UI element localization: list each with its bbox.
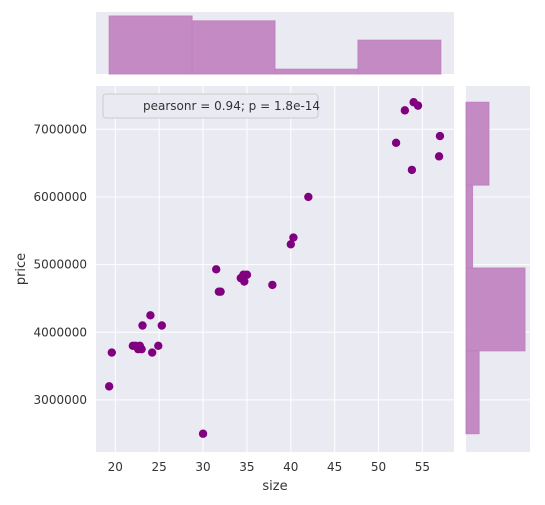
data-point: [240, 277, 249, 286]
y-tick-label: 4000000: [34, 325, 87, 339]
right-histogram-bar: [465, 101, 490, 186]
right-histogram-bar: [465, 350, 480, 435]
data-point: [289, 233, 298, 242]
x-tick-label: 40: [283, 460, 298, 474]
y-tick-label: 5000000: [34, 258, 87, 272]
data-point: [154, 341, 163, 350]
data-point: [157, 321, 167, 330]
data-point: [391, 138, 401, 148]
data-point: [407, 165, 417, 175]
x-tick-label: 50: [371, 460, 386, 474]
x-tick-labels: 20 25 30 35 40 45 50 55: [108, 460, 430, 474]
y-tick-label: 3000000: [34, 393, 87, 407]
data-point: [286, 240, 295, 249]
y-tick-labels: 3000000 4000000 5000000 6000000 7000000: [34, 122, 87, 407]
data-point: [216, 287, 225, 296]
scatter-points: [104, 98, 445, 438]
y-tick-label: 7000000: [34, 122, 87, 136]
top-histogram: [108, 15, 442, 75]
data-point: [434, 152, 444, 161]
grid-lines: [96, 86, 454, 452]
x-tick-label: 20: [108, 460, 123, 474]
data-point: [146, 311, 155, 320]
y-axis-label: price: [14, 253, 29, 285]
right-histogram-bar: [465, 267, 526, 352]
x-tick-label: 35: [239, 460, 254, 474]
data-point: [413, 101, 423, 110]
x-tick-label: 30: [195, 460, 210, 474]
x-axis-label: size: [262, 479, 287, 494]
data-point: [242, 270, 252, 279]
right-histogram-bar: [465, 184, 474, 269]
legend-text: pearsonr = 0.94; p = 1.8e-14: [143, 99, 320, 113]
data-point: [138, 321, 147, 330]
top-histogram-bar: [191, 20, 276, 75]
data-point: [147, 348, 157, 357]
data-point: [137, 344, 146, 354]
top-histogram-bar: [274, 68, 359, 75]
data-point: [435, 131, 445, 141]
top-histogram-bar: [108, 15, 193, 75]
data-point: [400, 106, 410, 115]
legend-box: [102, 93, 319, 119]
data-point: [212, 265, 221, 274]
y-tick-label: 6000000: [34, 190, 87, 204]
x-tick-label: 55: [415, 460, 430, 474]
legend: pearsonr = 0.94; p = 1.8e-14: [102, 93, 320, 119]
right-histogram: [465, 101, 526, 435]
x-tick-label: 45: [327, 460, 342, 474]
data-point: [198, 429, 208, 438]
data-point: [304, 192, 313, 202]
data-point: [107, 348, 116, 357]
plot-area-background: [96, 86, 454, 452]
data-point: [104, 382, 114, 391]
top-histogram-bar: [357, 39, 442, 75]
data-point: [268, 280, 277, 290]
x-tick-label: 25: [152, 460, 167, 474]
